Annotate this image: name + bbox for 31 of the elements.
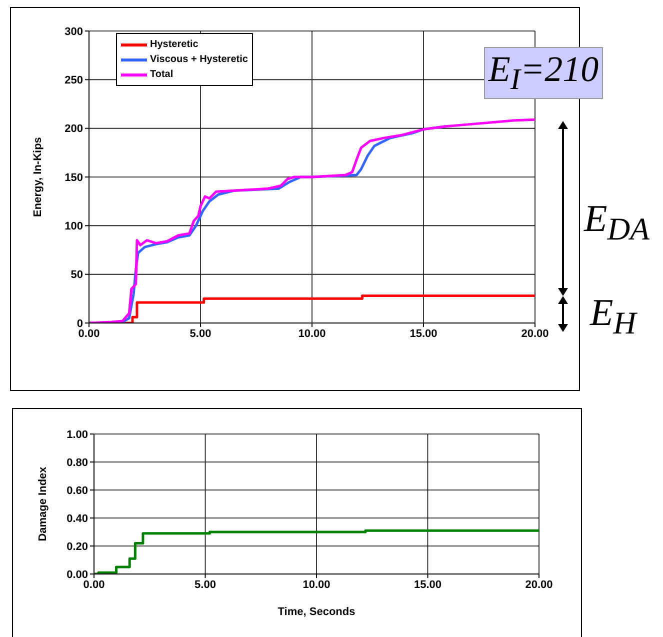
energy-label: E$_{DA}$ [584,198,650,240]
y-tick-label: 200 [64,123,83,136]
y-tick-label: 0.60 [66,484,88,497]
y-tick-label: 50 [70,269,83,282]
legend-label: Viscous + Hysteretic [150,54,248,65]
y-tick-label: 1.00 [66,428,88,441]
x-tick-label: 5.00 [194,578,216,591]
x-tick-label: 0.00 [83,578,105,591]
x-tick-label: 10.00 [302,578,330,591]
y-tick-label: 100 [64,220,83,233]
y-axis-title: Damage Index [36,466,49,542]
legend-label: Hysteretic [150,39,198,50]
energy-label: E$_{H}$ [590,292,636,334]
y-tick-label: 0.80 [66,456,88,469]
x-tick-label: 20.00 [521,328,549,340]
y-tick-label: 0.20 [66,540,88,553]
x-tick-label: 15.00 [410,328,438,340]
x-tick-label: 15.00 [414,578,442,591]
x-tick-label: 5.00 [190,328,212,340]
legend-label: Total [150,69,174,80]
x-tick-label: 20.00 [525,578,553,591]
y-tick-label: 0 [76,318,83,330]
y-tick-label: 300 [64,26,83,38]
x-axis-title: Time, Seconds [278,606,356,618]
y-tick-label: 0.40 [66,512,88,525]
x-tick-label: 10.00 [298,328,326,340]
y-tick-label: 150 [64,172,83,184]
energy-label: E$_{I}$=210 [488,50,599,96]
y-axis-title: Energy, In-Kips [32,137,44,217]
y-tick-label: 250 [64,74,83,87]
y-tick-label: 0.00 [66,568,88,581]
